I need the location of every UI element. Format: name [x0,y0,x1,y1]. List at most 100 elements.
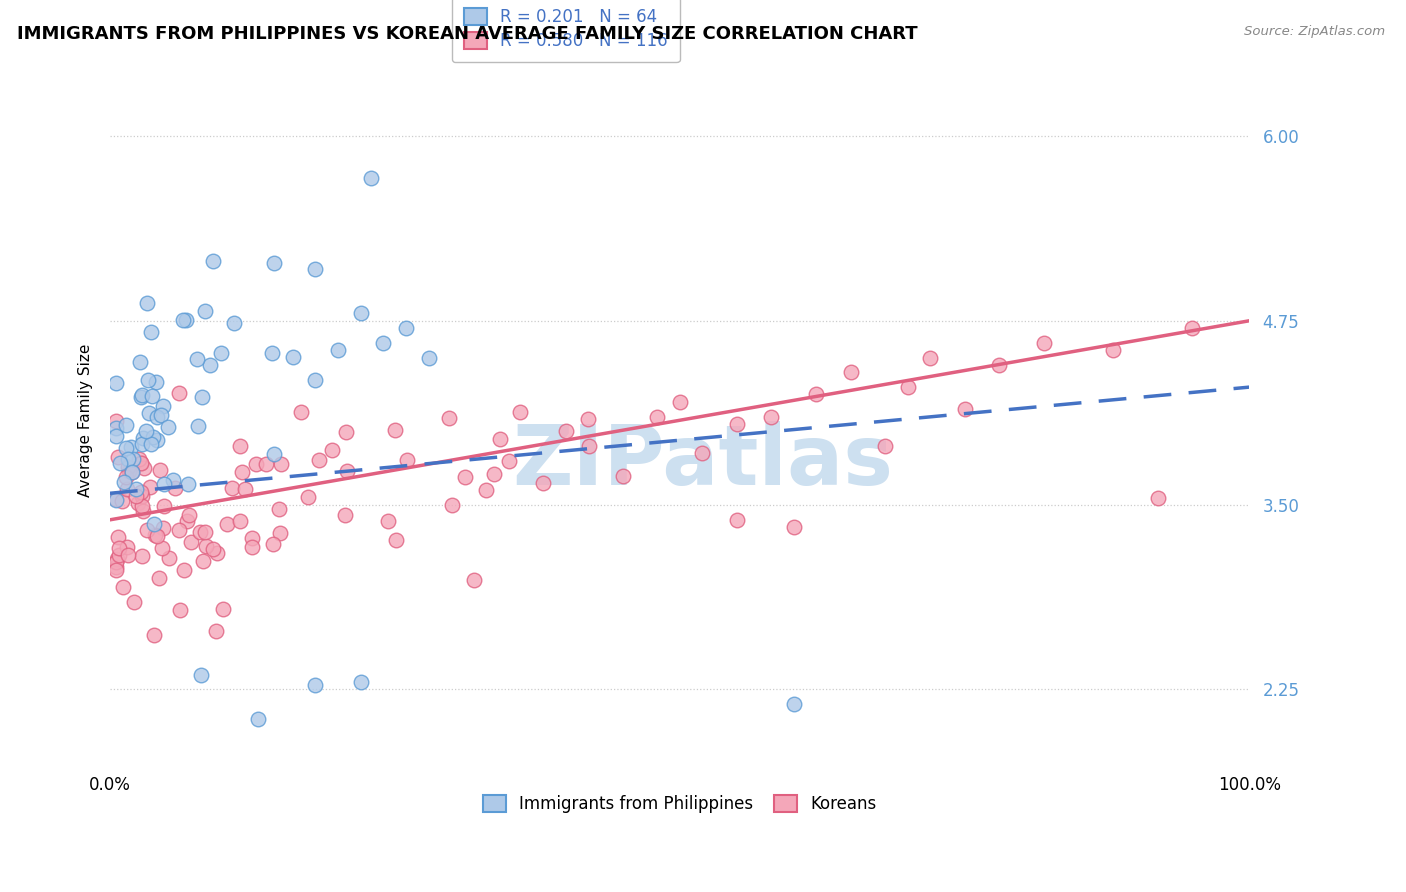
Text: Source: ZipAtlas.com: Source: ZipAtlas.com [1244,25,1385,38]
Point [141,388,163,402]
Point [1147,491,1170,505]
Point [1181,321,1204,335]
Point [146,433,169,447]
Point [104,492,127,507]
Point [172,313,194,327]
Point [150,541,173,555]
Point [131,499,153,513]
Point [115,442,138,456]
Point [224,316,246,330]
Point [120,440,142,454]
Point [308,453,330,467]
Point [297,490,319,504]
Point [108,456,131,470]
Point [145,376,167,390]
Point [146,410,169,425]
Point [148,571,170,585]
Point [263,256,285,270]
Point [165,481,187,495]
Point [304,262,326,277]
Point [114,470,136,484]
Point [153,477,176,491]
Point [262,537,284,551]
Point [167,385,190,400]
Point [333,508,356,522]
Point [439,410,461,425]
Point [281,350,304,364]
Point [463,573,485,587]
Point [190,667,212,681]
Point [174,313,197,327]
Point [554,425,576,439]
Point [349,306,371,320]
Point [104,414,127,428]
Point [498,454,520,468]
Point [105,552,128,566]
Point [645,409,668,424]
Point [122,595,145,609]
Point [202,542,225,557]
Point [180,535,202,549]
Point [349,675,371,690]
Point [418,351,440,365]
Text: ZIPatlas: ZIPatlas [512,421,893,502]
Y-axis label: Average Family Size: Average Family Size [79,343,93,497]
Point [782,520,804,534]
Point [115,482,138,496]
Point [782,697,804,711]
Point [290,405,312,419]
Point [104,555,127,569]
Point [221,481,243,495]
Point [149,463,172,477]
Point [215,516,238,531]
Point [336,464,359,478]
Point [212,602,235,616]
Point [377,514,399,528]
Point [167,524,190,538]
Point [759,409,782,424]
Point [107,531,129,545]
Point [488,432,510,446]
Point [115,541,138,555]
Point [112,475,135,490]
Point [162,473,184,487]
Point [149,408,172,422]
Point [260,346,283,360]
Point [191,553,214,567]
Legend: Immigrants from Philippines, Koreans: Immigrants from Philippines, Koreans [472,785,887,823]
Point [129,390,152,404]
Point [131,549,153,563]
Point [152,399,174,413]
Point [269,526,291,541]
Point [270,458,292,472]
Point [187,419,209,434]
Point [205,546,228,560]
Point [531,475,554,490]
Point [920,351,942,365]
Point [135,523,157,537]
Point [193,525,215,540]
Point [190,524,212,539]
Point [114,417,136,432]
Point [132,461,155,475]
Point [578,439,600,453]
Point [111,580,134,594]
Point [135,424,157,438]
Point [104,492,127,507]
Point [104,428,127,442]
Point [132,431,155,445]
Point [725,513,748,527]
Point [395,321,418,335]
Point [121,465,143,479]
Point [231,465,253,479]
Point [136,295,159,310]
Point [1033,335,1056,350]
Point [191,390,214,404]
Point [263,447,285,461]
Point [576,411,599,425]
Point [176,514,198,528]
Point [612,468,634,483]
Point [245,457,267,471]
Point [142,628,165,642]
Point [125,482,148,496]
